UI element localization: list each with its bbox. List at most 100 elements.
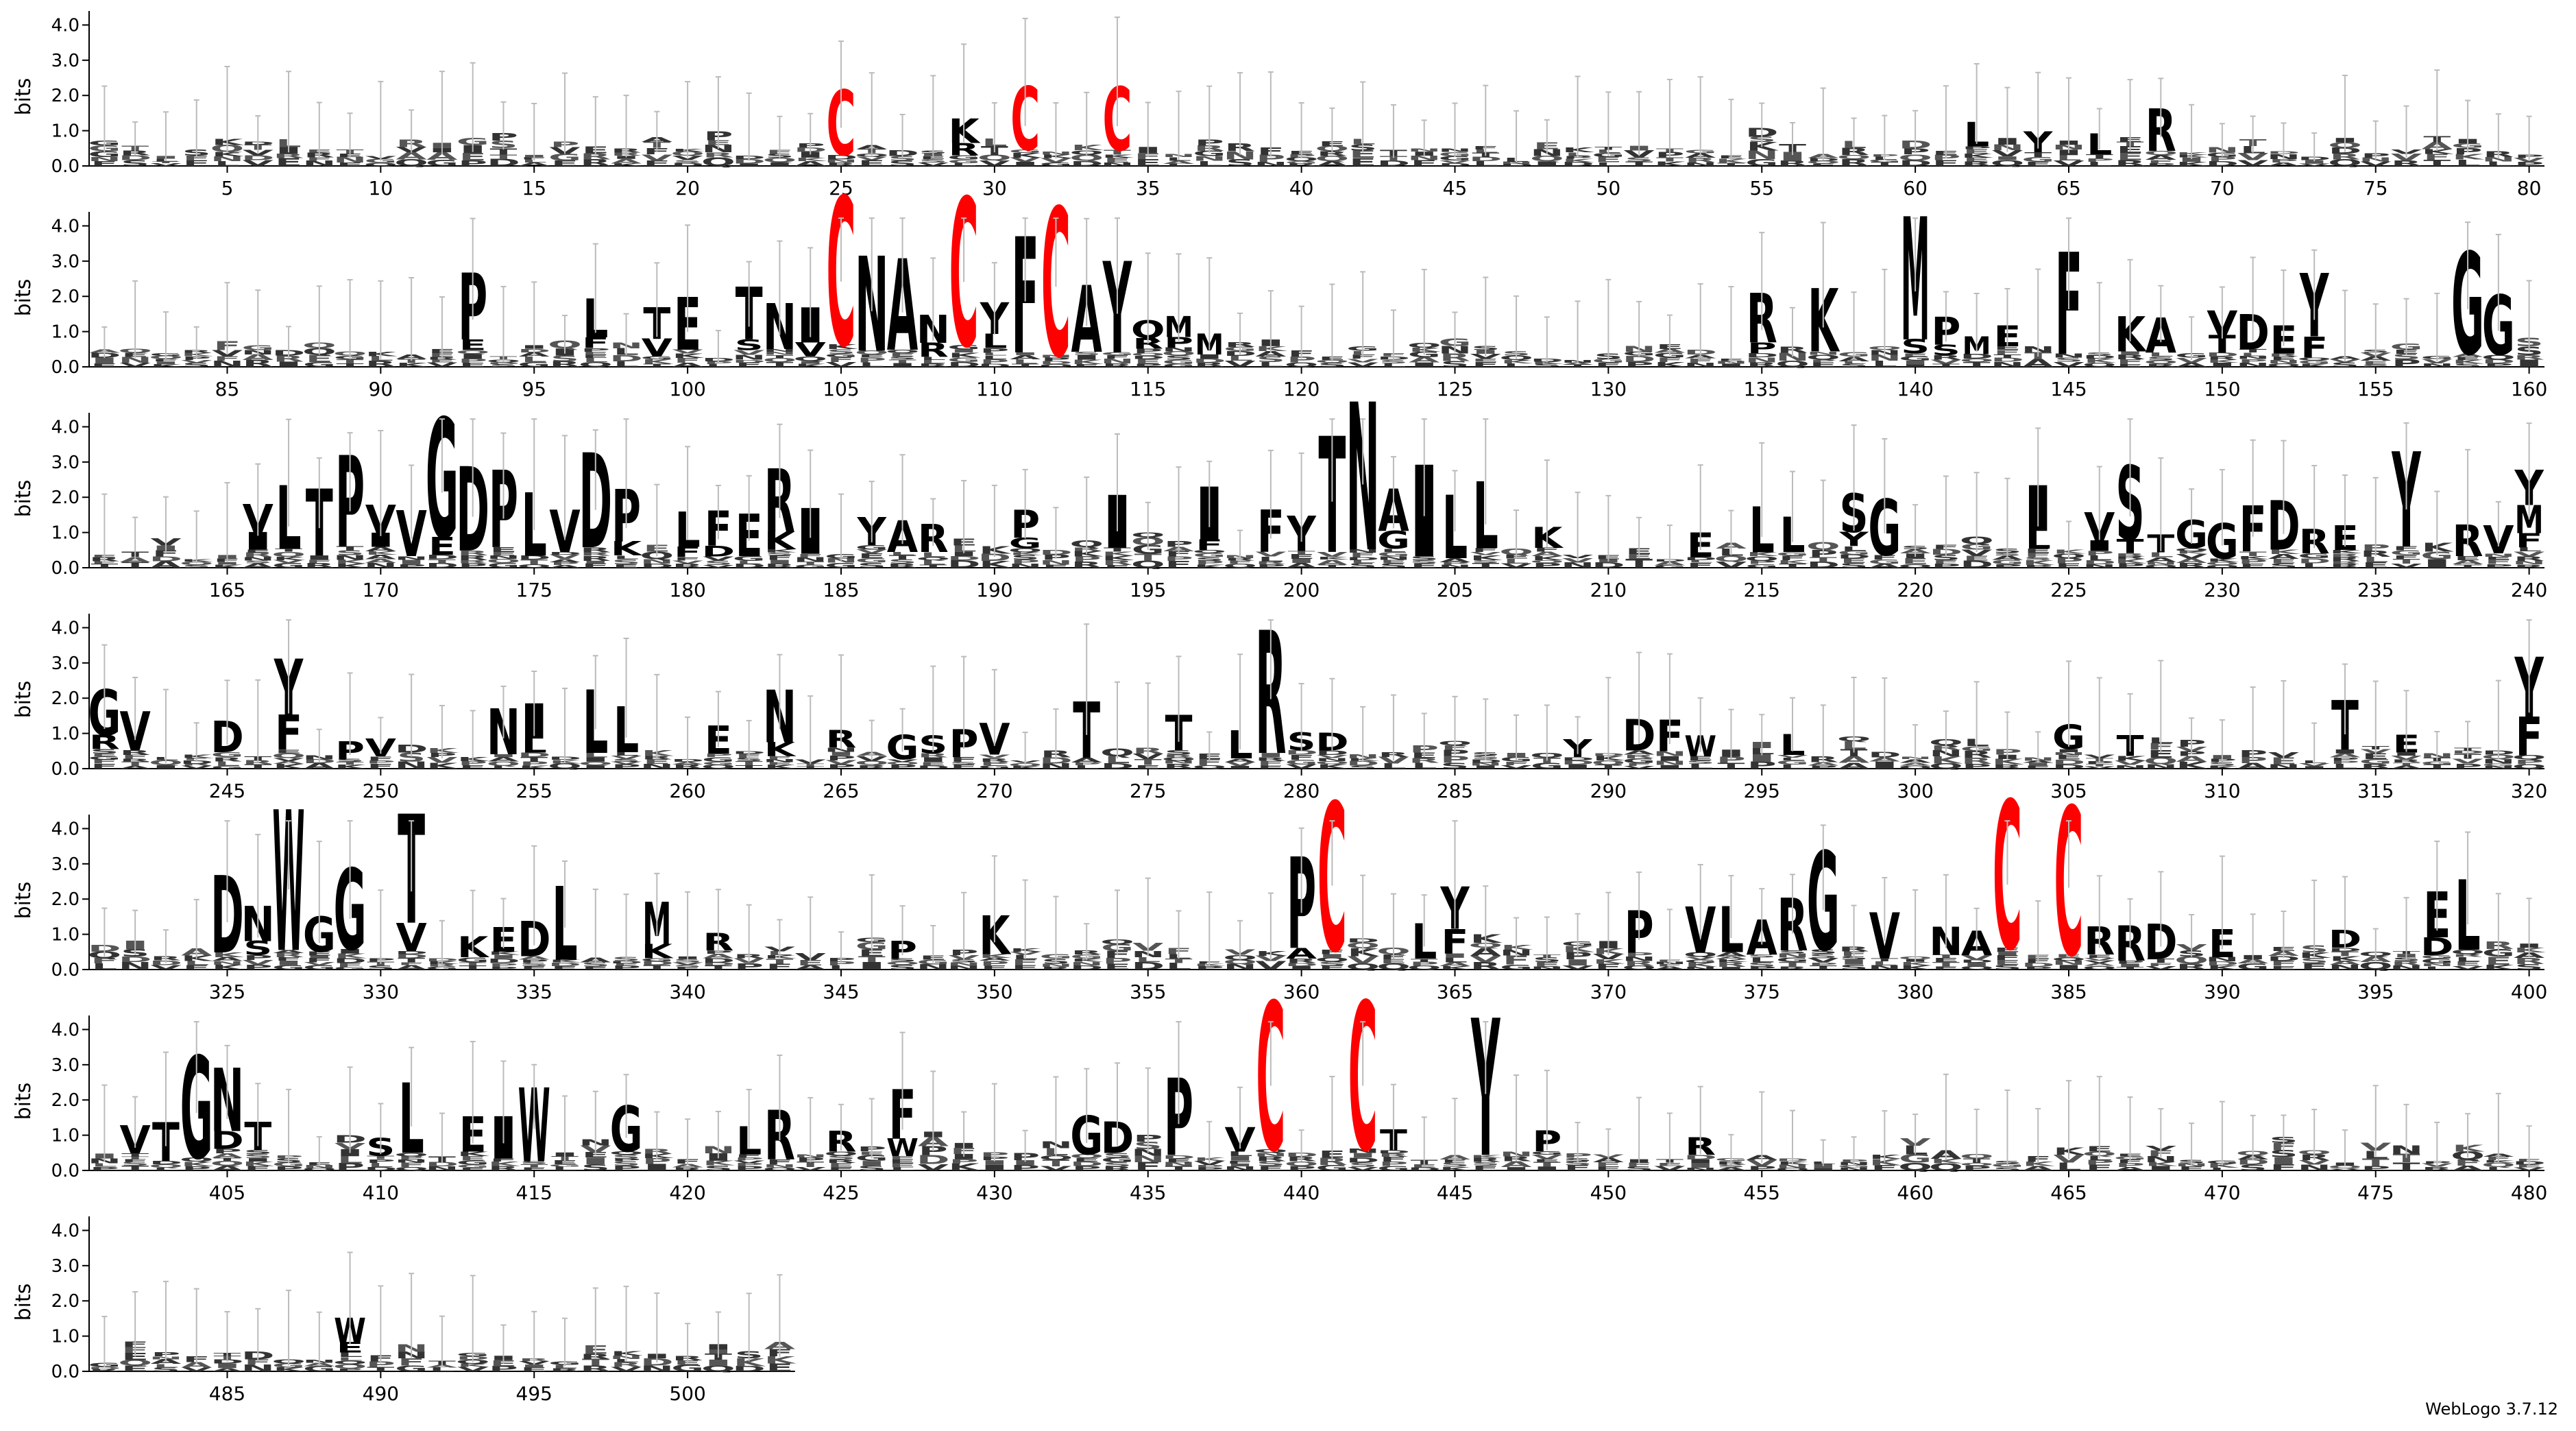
position-359: VVK <box>1255 892 1288 972</box>
position-266: RQVA <box>855 719 889 770</box>
residue-filler: E <box>858 158 886 167</box>
residue-filler: F <box>1687 357 1714 365</box>
residue-filler: F <box>736 361 763 368</box>
position-155: 155SEAVS <box>2357 303 2394 400</box>
position-449: FSSP <box>1563 1122 1592 1172</box>
position-79: LNR <box>2481 113 2515 167</box>
position-459: FKK <box>1869 1110 1902 1172</box>
x-tick-label: 270 <box>976 780 1012 802</box>
residue-filler: A <box>365 553 397 560</box>
x-tick-label: 65 <box>2056 177 2081 200</box>
residue-filler: G <box>1193 149 1226 158</box>
residue-filler: K <box>2176 152 2209 156</box>
position-354: EPFGQ <box>1100 889 1134 972</box>
residue-filler: I <box>1069 354 1104 361</box>
residue-filler: N <box>1745 356 1779 364</box>
residue-filler: P <box>458 159 487 167</box>
position-332: GRKD <box>426 919 459 971</box>
x-tick-label: 190 <box>976 579 1012 601</box>
residue-filler: D <box>1377 159 1411 167</box>
residue-filler: V <box>918 161 949 167</box>
residue-filler: V <box>825 361 857 368</box>
residue-filler: N <box>1224 149 1257 163</box>
position-144: ATN <box>2021 268 2055 370</box>
position-134: INE <box>1713 286 1749 368</box>
residue-filler: F <box>1042 564 1069 569</box>
position-118: VLDGR <box>1224 312 1256 369</box>
residue-filler: V <box>243 158 274 167</box>
residue-filler: D <box>487 158 520 169</box>
residue-filler: T <box>337 358 365 365</box>
residue-filler: R <box>426 356 457 360</box>
residue-filler: S <box>1625 156 1653 163</box>
y-axis-label: bits <box>12 480 36 518</box>
residue-filler: Q <box>517 563 551 568</box>
position-302: PRRGL <box>1960 681 1993 770</box>
position-84: SVPKR <box>181 326 214 368</box>
residue-filler: P <box>2514 160 2544 167</box>
position-351: EFLVK <box>1010 879 1043 971</box>
residue-filler: N <box>1101 357 1134 365</box>
residue-filler: D <box>1438 163 1472 167</box>
position-26: EVQTA <box>855 72 889 168</box>
position-486: NFD <box>241 1308 275 1373</box>
residue-filler: D <box>732 158 766 165</box>
position-260: 260RAD <box>669 716 706 802</box>
x-tick-label: 380 <box>1897 981 1933 1003</box>
y-tick-label: 4.0 <box>51 216 80 237</box>
residue-filler: I <box>2204 361 2240 368</box>
residue-filler: K <box>426 747 459 755</box>
x-tick-label: 445 <box>1437 1181 1473 1204</box>
position-370: 370FKVKI <box>1590 891 1627 1003</box>
residue-filler: V <box>1348 361 1379 369</box>
residue-filler: P <box>1563 155 1592 160</box>
residue-filler: I <box>578 560 613 564</box>
position-384: PDFE <box>2021 900 2054 970</box>
position-378: SISFR <box>1836 904 1872 971</box>
residue-filler: F <box>1073 363 1100 368</box>
residue-filler: T <box>2423 158 2451 168</box>
residue-filler: T <box>766 354 794 359</box>
residue-filler: V <box>2176 357 2207 365</box>
residue-filler: L <box>2148 352 2174 358</box>
residue-filler: I <box>1407 361 1442 368</box>
position-483: SLANP <box>149 1280 182 1373</box>
position-179: DNQE <box>640 483 674 569</box>
position-27: SSD <box>886 113 919 167</box>
position-21: QRNEP <box>701 76 736 169</box>
position-417: SIEVN <box>578 1090 613 1173</box>
residue-F: F <box>582 335 609 352</box>
residue-filler: S <box>888 159 916 167</box>
x-tick-label: 55 <box>1749 177 1774 200</box>
residue-filler: N <box>1745 149 1779 163</box>
residue-filler: T <box>2086 153 2114 160</box>
position-467: APFGE <box>2114 1096 2147 1172</box>
position-419: IPKR <box>639 1111 675 1173</box>
residue-filler: R <box>2146 363 2176 368</box>
position-129: TAN <box>1561 300 1594 368</box>
position-17: RRE <box>580 96 611 168</box>
residue-filler: P <box>458 562 487 569</box>
residue-filler: V <box>703 555 734 562</box>
x-tick-label: 220 <box>1897 579 1933 601</box>
